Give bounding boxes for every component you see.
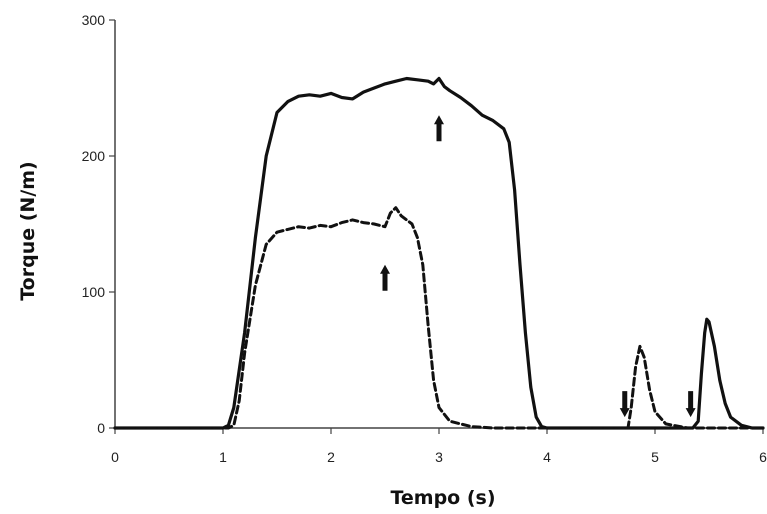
- x-axis-title: Tempo (s): [390, 487, 495, 509]
- arrow-down-icon: [685, 391, 696, 418]
- annotation-layer: [380, 115, 696, 418]
- series-layer: [113, 76, 765, 430]
- y-tick-label: 300: [82, 12, 106, 28]
- arrow-up-icon: [380, 264, 390, 291]
- x-tick-label: 2: [327, 449, 335, 465]
- x-tick-label: 4: [543, 449, 551, 465]
- y-tick-label: 0: [97, 420, 105, 436]
- arrow-up-icon: [434, 115, 444, 142]
- x-tick-label: 1: [219, 449, 227, 465]
- x-tick-label: 0: [111, 449, 119, 465]
- series-line-solid: [113, 76, 765, 430]
- y-tick-label: 200: [82, 148, 106, 164]
- x-tick-label: 6: [759, 449, 767, 465]
- x-tick-label: 5: [651, 449, 659, 465]
- arrow-down-icon: [619, 391, 630, 418]
- x-tick-label: 3: [435, 449, 443, 465]
- y-tick-label: 100: [82, 284, 106, 300]
- series-line-dashed: [113, 206, 765, 430]
- y-axis-title: Torque (N/m): [17, 161, 39, 301]
